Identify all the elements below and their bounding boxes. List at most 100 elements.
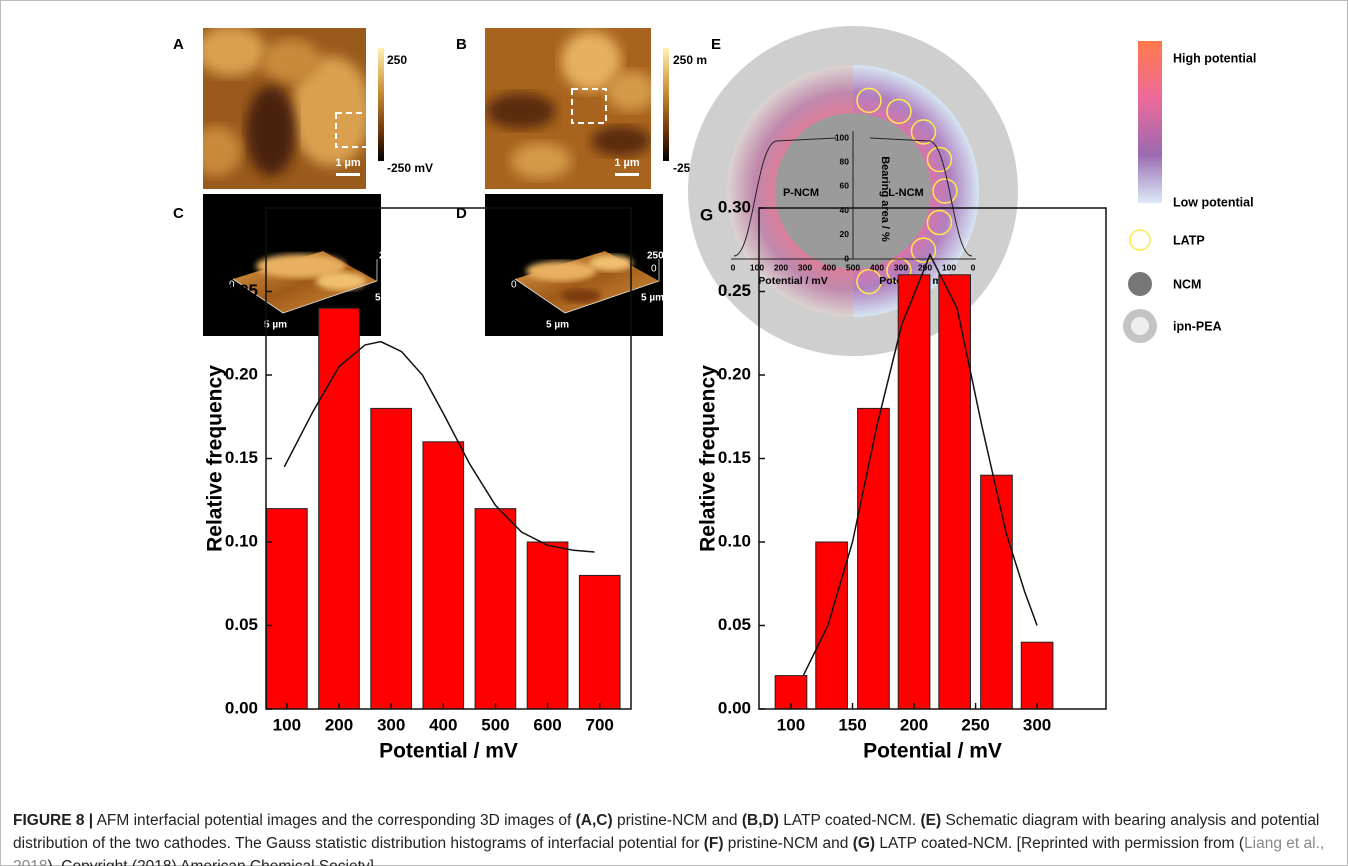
panel-letter: C <box>173 205 184 222</box>
x-tick-label: 300 <box>1023 715 1051 734</box>
tick-label: 400 <box>870 262 884 272</box>
caption-segment: pristine-NCM and <box>723 835 853 852</box>
panel-letter: D <box>456 205 467 222</box>
y-tick-label: 0.20 <box>718 364 751 383</box>
origin-label: 0 <box>229 280 235 291</box>
y-tick-label: 0.25 <box>225 281 258 300</box>
bar <box>897 274 931 710</box>
y-axis-label: Relative frequency <box>697 365 720 552</box>
x-label: 5 µm <box>264 320 287 331</box>
fit-curve <box>283 340 595 553</box>
panel-letter: A <box>173 36 184 53</box>
caption-segment: Schematic diagram with bearing analysis … <box>13 812 1324 852</box>
tick-label: 100 <box>750 262 764 272</box>
scale-label: 1 µm <box>614 157 640 169</box>
z-zero: 0 <box>381 264 387 275</box>
panel-letter: G <box>700 205 713 224</box>
x-tick-label: 150 <box>838 715 866 734</box>
tick-label: 200 <box>774 262 788 272</box>
caption-segment: LATP coated-NCM. <box>778 812 921 829</box>
axis-label: Potential / mV <box>758 275 827 287</box>
bar <box>370 407 412 710</box>
bar <box>815 541 848 710</box>
scale-bar <box>615 173 639 176</box>
y-tick-label: 0.05 <box>225 615 258 634</box>
y-tick-label: 0.10 <box>225 531 258 550</box>
x-tick-label: 300 <box>377 715 405 734</box>
latp-particle <box>886 98 912 125</box>
label: P-NCM <box>783 187 819 199</box>
caption-segment: AFM interfacial potential images and the… <box>93 812 576 829</box>
y-tick-label: 0.00 <box>718 698 751 717</box>
y-tick-label: 0.30 <box>225 197 258 216</box>
label: L-NCM <box>888 187 923 199</box>
caption-segment[interactable]: Liang et al., 2018 <box>13 835 1325 866</box>
y-axis-label: Relative frequency <box>204 365 227 552</box>
latp-particle <box>910 119 937 145</box>
afm-3d-surface <box>232 251 378 314</box>
caption-segment: FIGURE 8 | <box>13 812 94 829</box>
tick-label: 80 <box>840 156 850 166</box>
caption-segment: (A,C) <box>575 812 613 829</box>
tick-label: 20 <box>840 229 850 239</box>
caption-segment: (E) <box>920 812 942 829</box>
region-box <box>571 88 607 124</box>
potential-scale <box>1138 41 1162 203</box>
bar <box>1020 641 1054 710</box>
legend-label: Low potential <box>1173 195 1254 209</box>
bar <box>857 407 890 710</box>
latp-particle <box>932 178 958 204</box>
bar <box>578 574 621 710</box>
scale-bar <box>336 173 360 176</box>
tick-label: 300 <box>798 262 812 272</box>
y-label: 5 µm <box>641 293 664 304</box>
panel-letter: B <box>456 36 467 53</box>
caption-segment: (B,D) <box>741 812 779 829</box>
tick-label: 500 <box>846 262 860 272</box>
caption-segment: (G) <box>852 835 876 852</box>
x-tick-label: 100 <box>777 715 805 734</box>
latp-particle <box>926 209 953 236</box>
x-tick-label: 250 <box>961 715 989 734</box>
x-tick-label: 200 <box>325 715 353 734</box>
scale-max: 250 m <box>673 53 707 67</box>
scale-label: 1 µm <box>335 157 361 169</box>
color-bar <box>378 48 384 161</box>
tick-label: 0 <box>731 262 736 272</box>
y-tick-label: 0.30 <box>718 197 751 216</box>
color-bar <box>663 48 669 161</box>
latp-particle <box>856 268 882 295</box>
x-tick-label: 100 <box>273 715 301 734</box>
figure: A 1 µm 250 -250 mV B 1 µm 250 m -250 mV … <box>173 26 1256 763</box>
x-tick-label: 200 <box>900 715 928 734</box>
y-tick-label: 0.10 <box>718 531 751 550</box>
z-label: 250 mV <box>379 251 414 262</box>
y-label: 5 µm <box>375 293 398 304</box>
legend-icon <box>1128 272 1152 296</box>
tick-label: 60 <box>840 181 850 191</box>
tick-label: 40 <box>840 205 850 215</box>
x-tick-label: 500 <box>481 715 509 734</box>
y-tick-label: 0.20 <box>225 364 258 383</box>
tick-label: 400 <box>822 262 836 272</box>
bar <box>266 508 308 710</box>
bar <box>422 441 465 710</box>
y-tick-label: 0.25 <box>718 281 751 300</box>
legend-label: NCM <box>1173 277 1201 291</box>
x-axis-label: Potential / mV <box>379 740 518 763</box>
latp-particle <box>910 237 937 263</box>
legend-label: ipn-PEA <box>1173 319 1222 333</box>
x-tick-label: 400 <box>429 715 457 734</box>
z-label: 250 mV <box>647 251 682 262</box>
legend-icon <box>1129 229 1151 251</box>
z-zero: 0 <box>651 264 657 275</box>
bar <box>980 474 1013 710</box>
y-tick-label: 0.15 <box>225 448 258 467</box>
afm-3d-surface <box>514 251 660 314</box>
region-box <box>335 112 371 148</box>
fit-curve <box>802 252 1038 676</box>
afm-image <box>203 28 366 189</box>
scale-min: -250 mV <box>387 161 433 175</box>
panel-letter: F <box>206 205 216 224</box>
